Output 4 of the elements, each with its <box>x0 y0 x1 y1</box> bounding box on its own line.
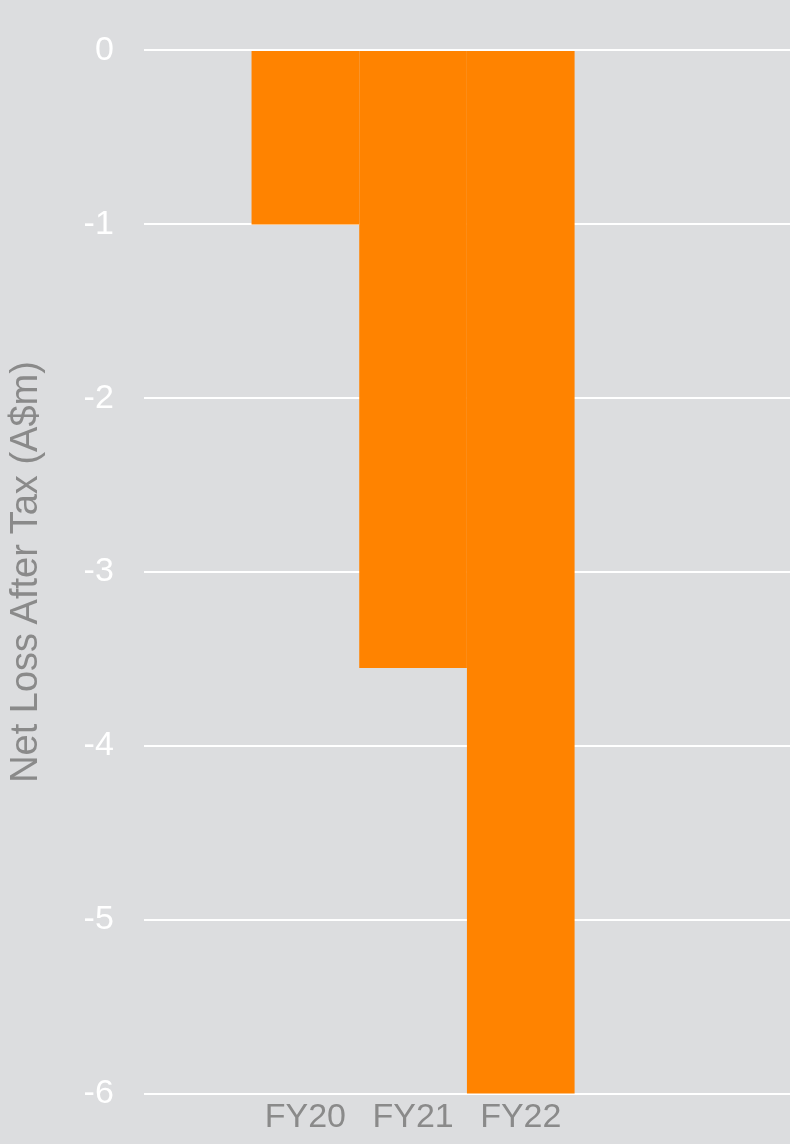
x-tick-label: FY21 <box>372 1096 454 1135</box>
y-axis-title: Net Loss After Tax (A$m) <box>3 361 46 783</box>
x-tick-label: FY20 <box>264 1096 347 1135</box>
x-tick-label: FY22 <box>480 1096 562 1135</box>
